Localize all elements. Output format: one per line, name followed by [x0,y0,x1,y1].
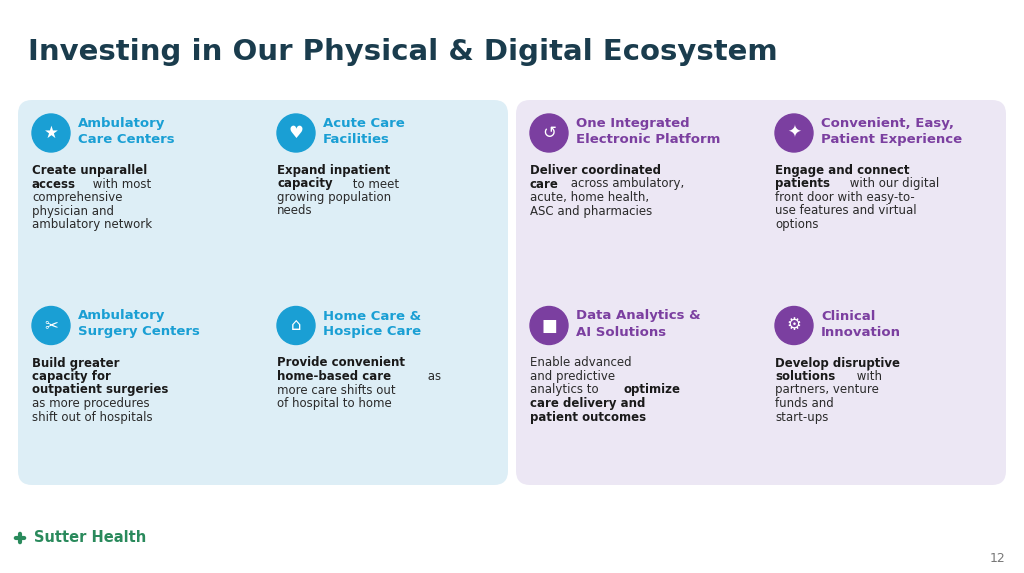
Circle shape [530,307,568,344]
Text: Develop disruptive: Develop disruptive [775,356,900,370]
Circle shape [775,307,813,344]
Text: Ambulatory: Ambulatory [78,117,165,130]
Text: shift out of hospitals: shift out of hospitals [32,410,153,423]
Text: and predictive: and predictive [530,370,615,383]
Text: ambulatory network: ambulatory network [32,218,153,231]
Text: ✦: ✦ [787,124,801,142]
Text: across ambulatory,: across ambulatory, [567,178,684,190]
FancyBboxPatch shape [18,100,508,485]
Text: ✂: ✂ [44,316,58,335]
Text: analytics to: analytics to [530,383,602,397]
Text: as: as [424,370,441,383]
Text: Investing in Our Physical & Digital Ecosystem: Investing in Our Physical & Digital Ecos… [28,38,777,66]
Circle shape [278,114,315,152]
Text: start-ups: start-ups [775,410,828,423]
Text: funds and: funds and [775,397,834,410]
Text: One Integrated: One Integrated [575,117,689,130]
Text: with: with [853,370,882,383]
Text: Convenient, Easy,: Convenient, Easy, [821,117,954,130]
Text: Acute Care: Acute Care [323,117,404,130]
Text: Facilities: Facilities [323,133,390,146]
Text: physician and: physician and [32,205,114,218]
Text: Hospice Care: Hospice Care [323,325,421,339]
Text: ★: ★ [44,124,58,142]
Text: front door with easy-to-: front door with easy-to- [775,191,914,204]
Text: care: care [530,178,559,190]
Text: patients: patients [775,178,830,190]
Text: care delivery and: care delivery and [530,397,645,410]
Circle shape [278,307,315,344]
Text: optimize: optimize [624,383,680,397]
Text: ■: ■ [541,316,557,335]
Text: Data Analytics &: Data Analytics & [575,309,700,323]
Text: ♥: ♥ [289,124,303,142]
Text: Clinical: Clinical [821,309,876,323]
Text: to meet: to meet [349,178,399,190]
Text: Sutter Health: Sutter Health [34,531,146,545]
Text: Create unparallel: Create unparallel [32,164,147,177]
Text: outpatient surgeries: outpatient surgeries [32,383,168,397]
Text: access: access [32,178,76,190]
Text: comprehensive: comprehensive [32,191,123,204]
Text: Expand inpatient: Expand inpatient [278,164,390,177]
Circle shape [530,114,568,152]
Text: ⌂: ⌂ [291,316,301,335]
Text: Surgery Centers: Surgery Centers [78,325,200,339]
Text: solutions: solutions [775,370,836,383]
Text: acute, home health,: acute, home health, [530,191,649,204]
Text: more care shifts out: more care shifts out [278,383,395,397]
Text: Patient Experience: Patient Experience [821,133,963,146]
Text: Innovation: Innovation [821,325,901,339]
Circle shape [775,114,813,152]
Text: Enable advanced: Enable advanced [530,356,632,370]
Text: Provide convenient: Provide convenient [278,356,406,370]
FancyBboxPatch shape [516,100,1006,485]
Text: Care Centers: Care Centers [78,133,175,146]
Text: ASC and pharmacies: ASC and pharmacies [530,205,652,218]
Text: options: options [775,218,818,231]
Text: with most: with most [89,178,151,190]
Text: ⚙: ⚙ [786,316,802,335]
Text: home-based care: home-based care [278,370,391,383]
Text: Home Care &: Home Care & [323,309,421,323]
Text: patient outcomes: patient outcomes [530,410,646,423]
Text: with our digital: with our digital [846,178,939,190]
Text: 12: 12 [989,551,1005,564]
Circle shape [32,307,70,344]
Text: partners, venture: partners, venture [775,383,879,397]
Text: of hospital to home: of hospital to home [278,397,392,410]
Text: as more procedures: as more procedures [32,397,150,410]
Text: Deliver coordinated: Deliver coordinated [530,164,662,177]
Text: growing population: growing population [278,191,391,204]
Text: Electronic Platform: Electronic Platform [575,133,720,146]
Text: needs: needs [278,205,312,218]
Circle shape [32,114,70,152]
Text: AI Solutions: AI Solutions [575,325,667,339]
Text: capacity for: capacity for [32,370,111,383]
Text: ↺: ↺ [542,124,556,142]
Text: Build greater: Build greater [32,356,120,370]
Text: Ambulatory: Ambulatory [78,309,165,323]
Text: capacity: capacity [278,178,333,190]
Text: use features and virtual: use features and virtual [775,205,916,218]
Text: Engage and connect: Engage and connect [775,164,909,177]
